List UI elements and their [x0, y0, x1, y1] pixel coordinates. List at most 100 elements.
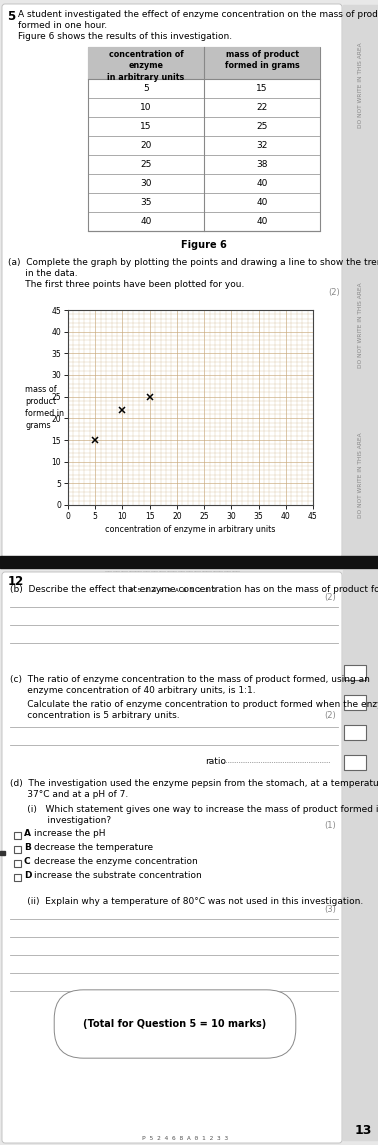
Bar	[194, 572, 196, 587]
Text: (c)  The ratio of enzyme concentration to the mass of product formed, using an: (c) The ratio of enzyme concentration to…	[10, 676, 370, 684]
Bar	[0, 556, 378, 568]
Bar	[178, 572, 179, 587]
Bar	[221, 572, 222, 587]
Text: 20: 20	[140, 141, 152, 150]
Bar	[0, 851, 5, 855]
Text: 35: 35	[140, 198, 152, 207]
Bar	[148, 572, 149, 587]
Text: DO NOT WRITE IN THIS AREA: DO NOT WRITE IN THIS AREA	[358, 282, 363, 368]
Bar	[343, 5, 378, 556]
Text: 10: 10	[140, 103, 152, 112]
Text: 5: 5	[143, 84, 149, 93]
Bar	[140, 572, 141, 587]
Bar	[226, 572, 228, 587]
Bar	[188, 572, 190, 587]
Bar	[213, 572, 215, 587]
Bar	[129, 572, 131, 587]
Bar	[197, 572, 198, 587]
Text: B: B	[24, 843, 31, 852]
Bar	[151, 572, 152, 587]
Bar	[14, 845, 21, 853]
Text: 40: 40	[140, 218, 152, 226]
Text: decrease the temperature: decrease the temperature	[34, 843, 153, 852]
Bar	[232, 572, 234, 587]
Bar	[191, 572, 192, 587]
X-axis label: concentration of enzyme in arbitrary units: concentration of enzyme in arbitrary uni…	[105, 526, 276, 534]
Text: (ii)  Explain why a temperature of 80°C was not used in this investigation.: (ii) Explain why a temperature of 80°C w…	[10, 897, 363, 906]
Text: concentration of
enzyme
in arbitrary units: concentration of enzyme in arbitrary uni…	[107, 50, 184, 82]
Text: P 5 2 4 6 8 A 0 1 2 3 2: P 5 2 4 6 8 A 0 1 2 3 2	[130, 589, 216, 593]
Text: 12: 12	[8, 575, 24, 589]
Text: 13: 13	[355, 1124, 372, 1137]
Text: 25: 25	[256, 123, 268, 131]
Text: A student investigated the effect of enzyme concentration on the mass of product: A student investigated the effect of enz…	[18, 10, 378, 19]
Text: A: A	[24, 829, 31, 837]
Bar	[156, 572, 157, 587]
Bar	[202, 572, 204, 587]
Text: P 5 2 4 6 8 A 0 1 2 3 3: P 5 2 4 6 8 A 0 1 2 3 3	[142, 1136, 228, 1142]
Bar	[14, 831, 21, 838]
Bar	[344, 695, 366, 710]
Text: 15: 15	[140, 123, 152, 131]
Bar	[153, 572, 155, 587]
Text: DO NOT WRITE IN THIS AREA: DO NOT WRITE IN THIS AREA	[358, 42, 363, 128]
Text: Calculate the ratio of enzyme concentration to product formed when the enzyme: Calculate the ratio of enzyme concentrat…	[10, 700, 378, 709]
Bar	[224, 572, 225, 587]
Bar	[180, 572, 182, 587]
Text: 38: 38	[256, 160, 268, 169]
Text: Figure 6 shows the results of this investigation.: Figure 6 shows the results of this inves…	[18, 32, 232, 41]
Text: 25: 25	[140, 160, 152, 169]
Text: 5: 5	[7, 10, 15, 23]
Bar	[235, 572, 237, 587]
Text: (a)  Complete the graph by plotting the points and drawing a line to show the tr: (a) Complete the graph by plotting the p…	[8, 258, 378, 267]
Bar	[118, 572, 119, 587]
Text: (i)   Which statement gives one way to increase the mass of product formed in th: (i) Which statement gives one way to inc…	[10, 805, 378, 814]
Text: in the data.: in the data.	[8, 269, 77, 278]
Text: 32: 32	[256, 141, 268, 150]
Text: 30: 30	[140, 179, 152, 188]
Text: 22: 22	[256, 103, 268, 112]
Text: Figure 6: Figure 6	[181, 240, 227, 250]
Bar	[14, 874, 21, 881]
Text: (d)  The investigation used the enzyme pepsin from the stomach, at a temperature: (d) The investigation used the enzyme pe…	[10, 779, 378, 788]
Bar	[186, 572, 187, 587]
Text: 40: 40	[256, 218, 268, 226]
Bar	[88, 47, 320, 79]
Text: DO NOT WRITE IN THIS AREA: DO NOT WRITE IN THIS AREA	[358, 432, 363, 518]
Text: decrease the enzyme concentration: decrease the enzyme concentration	[34, 856, 198, 866]
Text: increase the pH: increase the pH	[34, 829, 105, 837]
Bar	[121, 572, 123, 587]
Text: (3): (3)	[324, 905, 336, 914]
Bar	[162, 572, 163, 587]
Bar	[218, 572, 220, 587]
Bar	[132, 572, 133, 587]
Text: formed in one hour.: formed in one hour.	[18, 21, 107, 30]
Text: 40: 40	[256, 198, 268, 207]
Bar	[229, 572, 230, 587]
Text: increase the substrate concentration: increase the substrate concentration	[34, 870, 202, 879]
Text: C: C	[24, 856, 31, 866]
Text: investigation?: investigation?	[10, 816, 111, 826]
Bar	[113, 572, 114, 587]
FancyBboxPatch shape	[2, 3, 342, 558]
Bar	[159, 572, 161, 587]
Bar	[126, 572, 127, 587]
Text: 37°C and at a pH of 7.: 37°C and at a pH of 7.	[10, 790, 128, 799]
Bar	[344, 665, 366, 680]
Bar	[344, 755, 366, 769]
Text: (2): (2)	[324, 593, 336, 602]
Text: 15: 15	[256, 84, 268, 93]
Bar	[183, 572, 184, 587]
Bar	[107, 572, 109, 587]
Text: (Total for Question 5 = 10 marks): (Total for Question 5 = 10 marks)	[84, 1019, 266, 1029]
Text: (2): (2)	[324, 711, 336, 720]
Bar	[170, 572, 171, 587]
Bar	[145, 572, 147, 587]
Text: concentration is 5 arbitrary units.: concentration is 5 arbitrary units.	[10, 711, 180, 720]
Bar	[137, 572, 139, 587]
Bar	[216, 572, 217, 587]
Bar	[164, 572, 165, 587]
Text: (b)  Describe the effect that enzyme concentration has on the mass of product fo: (b) Describe the effect that enzyme conc…	[10, 585, 378, 594]
Bar	[210, 572, 211, 587]
Text: ratio: ratio	[205, 757, 226, 766]
